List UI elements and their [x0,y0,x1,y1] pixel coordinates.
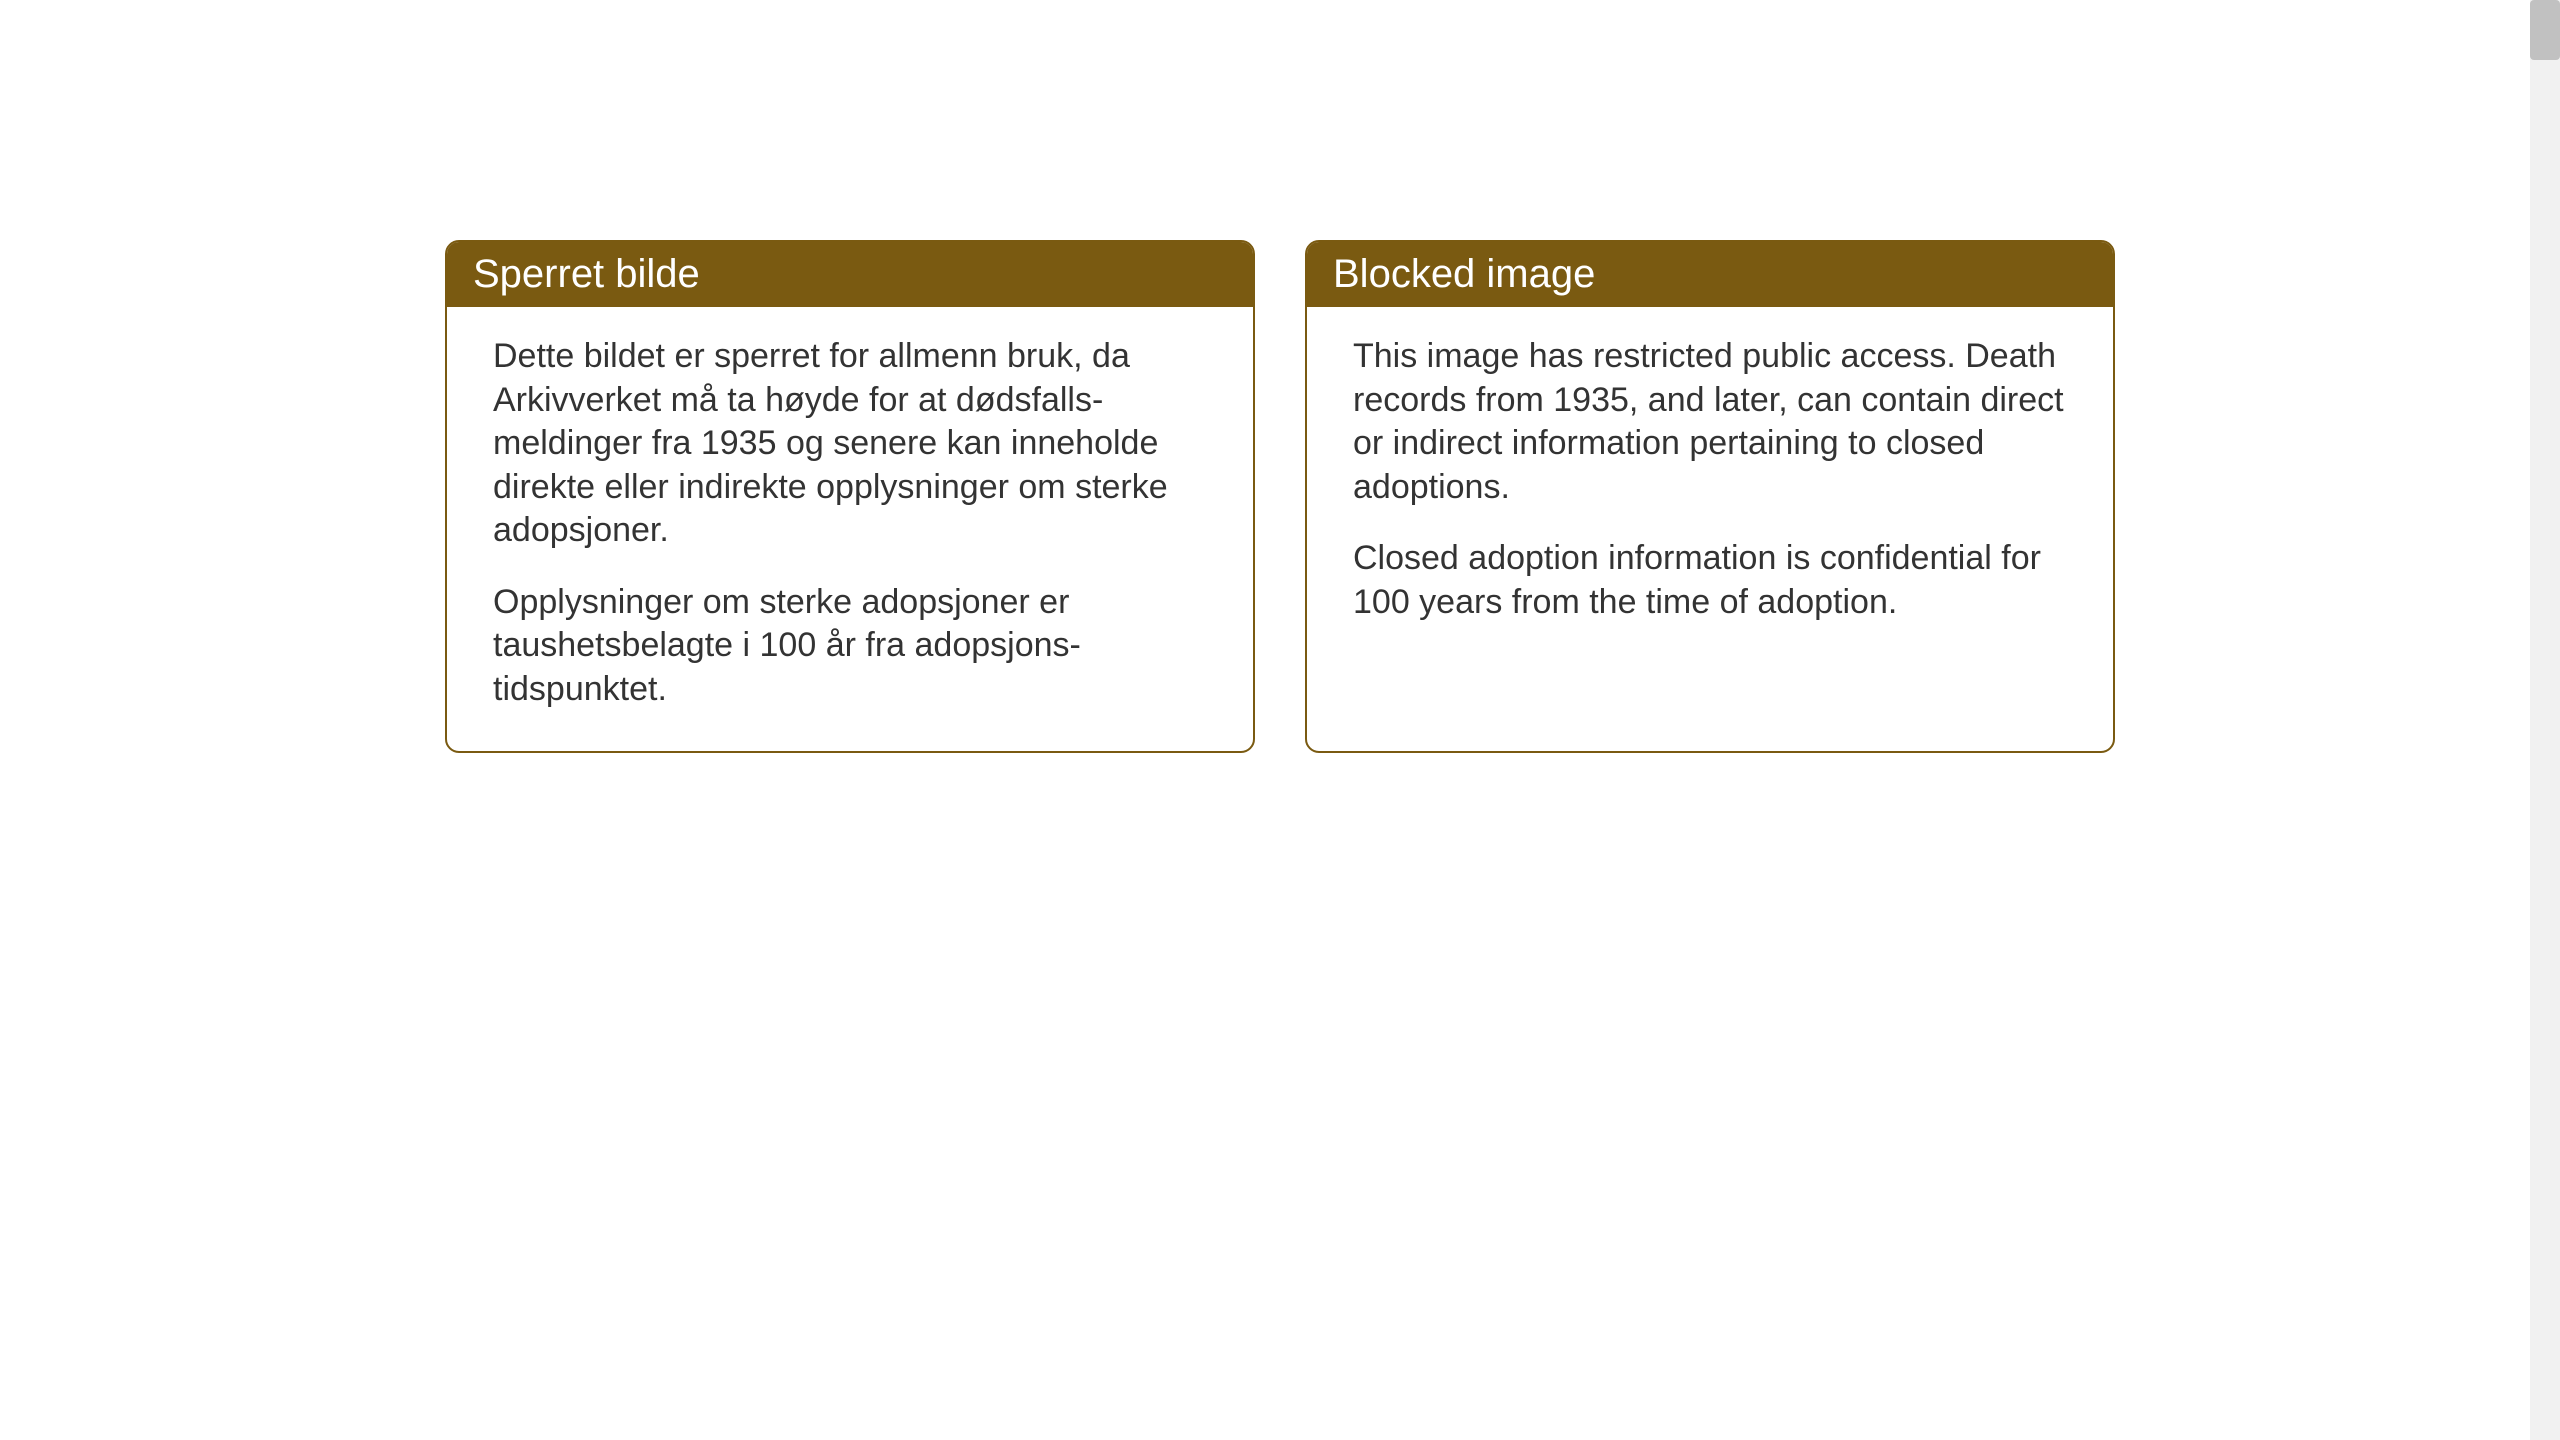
card-body-english: This image has restricted public access.… [1307,307,2113,706]
card-body-norwegian: Dette bildet er sperret for allmenn bruk… [447,307,1253,751]
card-paragraph: Dette bildet er sperret for allmenn bruk… [493,335,1207,553]
scrollbar-thumb[interactable] [2530,0,2560,60]
info-cards-container: Sperret bilde Dette bildet er sperret fo… [445,240,2115,753]
card-paragraph: This image has restricted public access.… [1353,335,2067,509]
info-card-english: Blocked image This image has restricted … [1305,240,2115,753]
card-header-norwegian: Sperret bilde [447,242,1253,307]
scrollbar-track[interactable] [2530,0,2560,1440]
info-card-norwegian: Sperret bilde Dette bildet er sperret fo… [445,240,1255,753]
card-paragraph: Closed adoption information is confident… [1353,537,2067,624]
card-header-english: Blocked image [1307,242,2113,307]
card-paragraph: Opplysninger om sterke adopsjoner er tau… [493,581,1207,712]
